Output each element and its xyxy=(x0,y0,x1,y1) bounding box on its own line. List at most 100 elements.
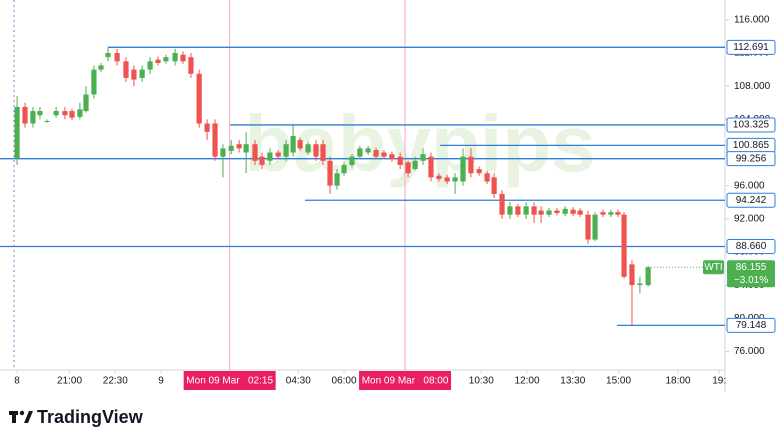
y-tick-label: 92.000 xyxy=(734,213,765,224)
candle-body xyxy=(349,156,355,165)
candle-body xyxy=(267,152,273,161)
current-price-badge xyxy=(727,260,775,288)
candle-body xyxy=(44,121,50,123)
candle-body xyxy=(98,65,104,70)
candle-body xyxy=(212,123,218,157)
candle-body xyxy=(14,106,20,159)
candle-body xyxy=(123,61,129,78)
level-badge xyxy=(726,117,776,133)
x-tick-label: 06:00 xyxy=(332,376,357,387)
candle-body xyxy=(531,206,537,215)
x-tick-label: 18:00 xyxy=(666,376,691,387)
candle-body xyxy=(172,53,178,62)
candle-body xyxy=(297,140,303,149)
x-tick-label: 21:00 xyxy=(57,376,82,387)
candle-body xyxy=(228,145,234,151)
candle-body xyxy=(515,206,521,215)
candle-body xyxy=(236,144,242,149)
logo-mark xyxy=(12,411,16,423)
symbol-label: WTI xyxy=(704,262,722,273)
y-tick-label: 108.000 xyxy=(734,81,771,92)
candle-body xyxy=(77,109,83,117)
candle-body xyxy=(499,193,505,215)
candle-body xyxy=(37,111,43,116)
candle-body xyxy=(397,156,403,165)
brand-name: TradingView xyxy=(37,407,144,427)
candle-body xyxy=(608,212,614,215)
candle-body xyxy=(428,156,434,178)
candle-body xyxy=(412,160,418,170)
level-badge xyxy=(726,39,776,55)
candle-body xyxy=(389,154,395,160)
level-badge xyxy=(726,151,776,167)
candle-body xyxy=(204,123,210,132)
candle-body xyxy=(327,160,333,186)
candle-body xyxy=(252,144,258,161)
candle-body xyxy=(196,73,202,124)
candle-body xyxy=(243,144,249,153)
candle-body xyxy=(83,94,89,112)
candle-body xyxy=(523,206,529,215)
candle-body xyxy=(357,148,363,157)
level-badge xyxy=(726,192,776,208)
symbol-badge xyxy=(703,260,724,275)
candle-body xyxy=(420,154,426,161)
candle-body xyxy=(585,214,591,240)
level-label: 94.242 xyxy=(736,195,767,206)
brand-logo: TradingView xyxy=(9,407,144,427)
candle-body xyxy=(155,59,161,63)
logo-mark xyxy=(19,410,25,416)
candle-body xyxy=(468,156,474,174)
candle-body xyxy=(114,53,120,62)
time-marker-badge xyxy=(183,371,276,390)
candle-body xyxy=(491,177,497,194)
candle-body xyxy=(147,61,153,70)
candle-body xyxy=(320,144,326,161)
current-price-label: 86.155 xyxy=(736,262,767,273)
level-badge xyxy=(726,317,776,333)
candle-body xyxy=(290,135,296,153)
candle-body xyxy=(334,173,340,186)
candle-body xyxy=(22,106,28,124)
y-tick-label: 76.000 xyxy=(734,346,765,357)
candle-body xyxy=(476,169,482,174)
watermark: babypips xyxy=(244,99,595,188)
candle-body xyxy=(381,152,387,157)
x-tick-label: Mon 09 Mar 08:00 xyxy=(362,376,449,387)
candle-body xyxy=(283,144,289,157)
candle-body xyxy=(220,148,226,157)
candle-body xyxy=(546,210,552,215)
candle-body xyxy=(305,144,311,153)
y-tick-label: 116.000 xyxy=(734,15,770,26)
x-tick-label: 22:30 xyxy=(103,376,128,387)
candle-body xyxy=(570,209,576,214)
candle-body xyxy=(30,111,36,124)
candle-body xyxy=(259,156,265,165)
candle-body xyxy=(615,212,621,215)
x-tick-label: 9 xyxy=(158,376,164,387)
change-label: −3.01% xyxy=(734,275,768,286)
candle-body xyxy=(600,212,606,215)
candle-body xyxy=(452,177,458,182)
x-tick-label: 19: xyxy=(712,376,726,387)
candle-body xyxy=(131,69,137,80)
level-label: 88.660 xyxy=(736,241,767,252)
x-tick-label: 13:30 xyxy=(560,376,585,387)
candle-body xyxy=(592,214,598,240)
x-tick-label: 04:30 xyxy=(286,376,311,387)
candle-body xyxy=(645,267,651,286)
candle-body xyxy=(554,210,560,214)
candle-body xyxy=(313,144,319,157)
x-tick-label: 8 xyxy=(14,376,20,387)
candle-body xyxy=(507,206,513,215)
x-tick-label: Mon 09 Mar 02:15 xyxy=(186,376,273,387)
candle-body xyxy=(275,152,281,157)
candle-body xyxy=(91,69,97,95)
candle-body xyxy=(139,69,145,78)
candle-body xyxy=(53,111,59,116)
candle-body xyxy=(637,283,643,286)
candle-body xyxy=(484,173,490,182)
candles xyxy=(14,47,651,326)
